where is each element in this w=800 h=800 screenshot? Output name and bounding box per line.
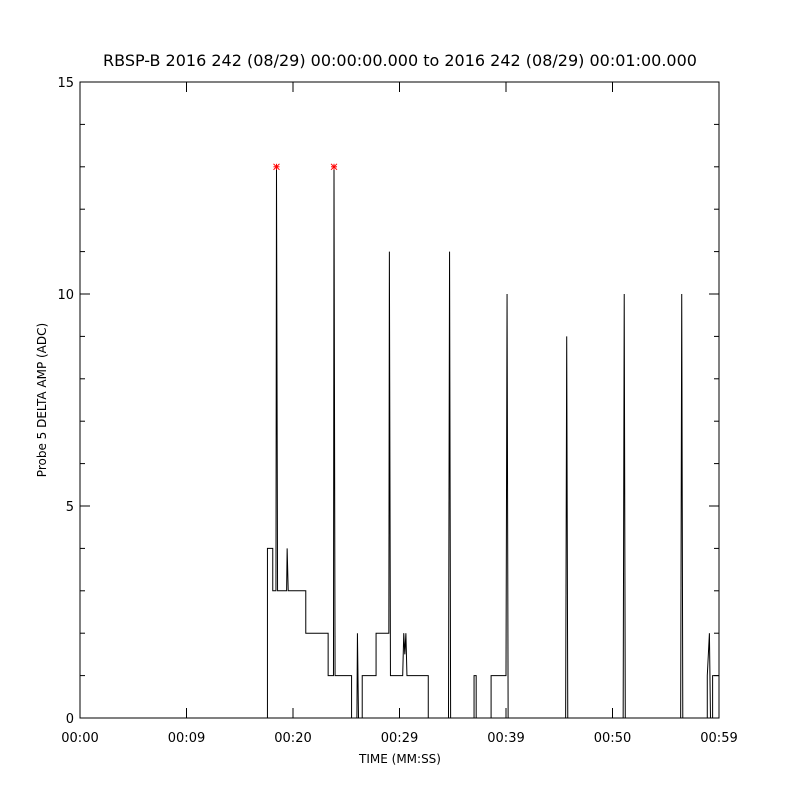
x-tick-label: 00:59 <box>700 731 737 746</box>
x-tick-label: 00:50 <box>594 731 631 746</box>
y-axis-label: Probe 5 DELTA AMP (ADC) <box>35 323 49 477</box>
point-marker <box>273 163 280 171</box>
x-tick-label: 00:29 <box>381 731 418 746</box>
y-tick-label: 5 <box>66 500 74 515</box>
y-tick-label: 10 <box>57 288 74 303</box>
x-axis-label: TIME (MM:SS) <box>358 752 441 766</box>
x-tick-label: 00:20 <box>274 731 311 746</box>
x-tick-label: 00:39 <box>487 731 524 746</box>
marker-stroke <box>330 163 338 171</box>
y-tick-label: 0 <box>66 712 74 727</box>
chart-title: RBSP-B 2016 242 (08/29) 00:00:00.000 to … <box>103 51 697 70</box>
point-marker <box>330 163 338 171</box>
data-line <box>80 166 719 719</box>
x-tick-label: 00:00 <box>61 731 98 746</box>
y-tick-label: 15 <box>57 76 74 91</box>
x-tick-label: 00:09 <box>168 731 205 746</box>
marker-stroke <box>273 163 280 171</box>
